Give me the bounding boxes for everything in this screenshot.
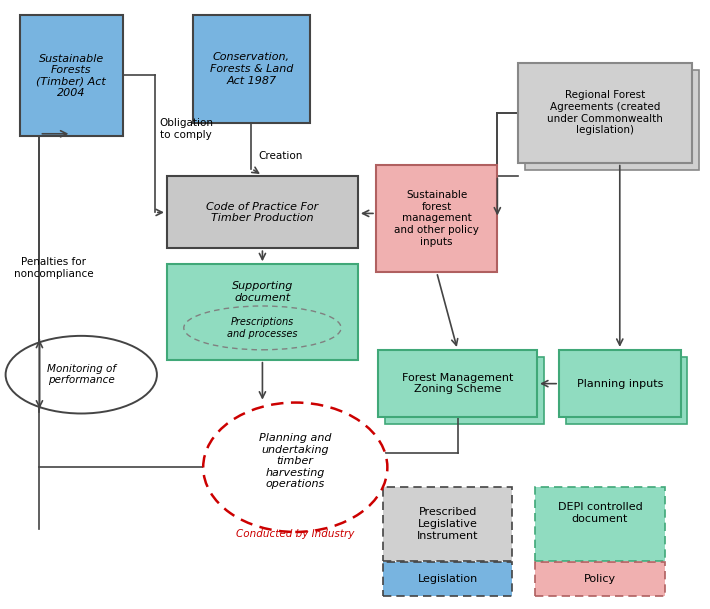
Text: Forest Management
Zoning Scheme: Forest Management Zoning Scheme xyxy=(402,373,513,395)
Text: Obligation
to comply: Obligation to comply xyxy=(159,118,213,139)
Text: Creation: Creation xyxy=(258,150,303,161)
Text: Prescriptions
and processes: Prescriptions and processes xyxy=(227,317,297,339)
Text: Sustainable
forest
management
and other policy
inputs: Sustainable forest management and other … xyxy=(394,190,479,247)
FancyBboxPatch shape xyxy=(518,63,692,163)
Ellipse shape xyxy=(184,306,341,350)
FancyBboxPatch shape xyxy=(383,562,513,596)
Text: Legislation: Legislation xyxy=(417,574,478,584)
Text: Conducted by Industry: Conducted by Industry xyxy=(236,529,354,539)
Text: Policy: Policy xyxy=(584,574,616,584)
FancyBboxPatch shape xyxy=(167,175,358,248)
Text: Supporting
document: Supporting document xyxy=(231,281,293,303)
FancyBboxPatch shape xyxy=(535,562,665,596)
Text: Planning inputs: Planning inputs xyxy=(577,379,663,389)
FancyBboxPatch shape xyxy=(192,15,310,123)
FancyBboxPatch shape xyxy=(385,357,544,424)
FancyBboxPatch shape xyxy=(167,264,358,360)
FancyBboxPatch shape xyxy=(535,487,665,561)
FancyBboxPatch shape xyxy=(20,15,123,136)
FancyBboxPatch shape xyxy=(376,164,497,272)
FancyBboxPatch shape xyxy=(566,357,687,424)
Text: Sustainable
Forests
(Timber) Act
2004: Sustainable Forests (Timber) Act 2004 xyxy=(36,54,106,99)
Text: Monitoring of
performance: Monitoring of performance xyxy=(47,364,116,385)
Ellipse shape xyxy=(6,336,157,414)
Text: Penalties for
noncompliance: Penalties for noncompliance xyxy=(13,258,93,279)
FancyBboxPatch shape xyxy=(559,350,680,418)
Ellipse shape xyxy=(203,403,388,532)
Text: Planning and
undertaking
timber
harvesting
operations: Planning and undertaking timber harvesti… xyxy=(259,433,332,490)
FancyBboxPatch shape xyxy=(378,350,537,418)
Text: Prescribed
Legislative
Instrument: Prescribed Legislative Instrument xyxy=(417,507,479,541)
Text: Conservation,
Forests & Land
Act 1987: Conservation, Forests & Land Act 1987 xyxy=(209,52,293,86)
FancyBboxPatch shape xyxy=(383,487,513,561)
Text: DEPI controlled
document: DEPI controlled document xyxy=(557,502,643,524)
Text: Code of Practice For
Timber Production: Code of Practice For Timber Production xyxy=(207,202,319,224)
FancyBboxPatch shape xyxy=(525,70,699,170)
Text: Regional Forest
Agreements (created
under Commonwealth
legislation): Regional Forest Agreements (created unde… xyxy=(547,91,663,135)
